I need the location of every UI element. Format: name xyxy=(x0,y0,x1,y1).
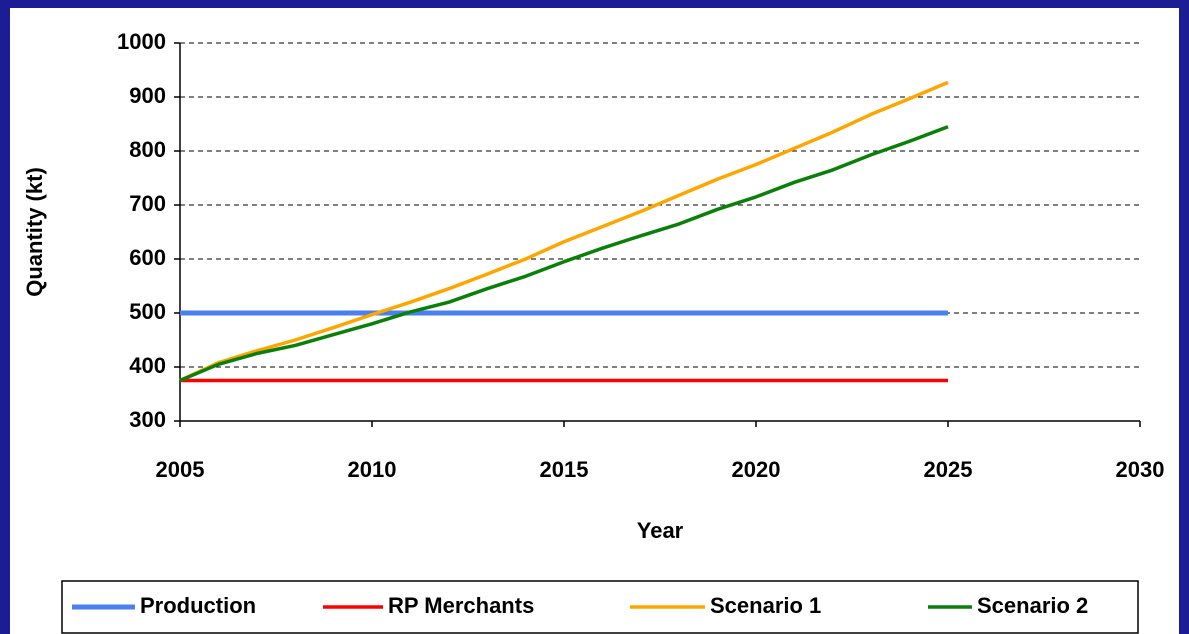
series-line xyxy=(179,125,949,383)
y-tick-label: 600 xyxy=(129,245,166,270)
legend-label: Scenario 1 xyxy=(710,593,821,618)
legend-label: RP Merchants xyxy=(388,593,534,618)
legend-label: Production xyxy=(140,593,256,618)
x-tick-label: 2020 xyxy=(732,457,781,482)
x-tick-label: 2015 xyxy=(540,457,589,482)
x-tick-label: 2030 xyxy=(1116,457,1165,482)
x-axis-title: Year xyxy=(637,518,684,543)
y-tick-label: 800 xyxy=(129,137,166,162)
y-tick-label: 700 xyxy=(129,191,166,216)
y-tick-label: 300 xyxy=(129,407,166,432)
chart-panel xyxy=(10,8,1179,634)
y-axis-title: Quantity (kt) xyxy=(22,167,47,297)
y-tick-label: 1000 xyxy=(117,29,166,54)
legend-label: Scenario 2 xyxy=(977,593,1088,618)
x-tick-label: 2010 xyxy=(348,457,397,482)
x-tick-label: 2025 xyxy=(924,457,973,482)
y-tick-label: 400 xyxy=(129,353,166,378)
y-tick-label: 900 xyxy=(129,83,166,108)
series-line xyxy=(179,80,949,383)
x-tick-label: 2005 xyxy=(156,457,205,482)
y-tick-label: 500 xyxy=(129,299,166,324)
